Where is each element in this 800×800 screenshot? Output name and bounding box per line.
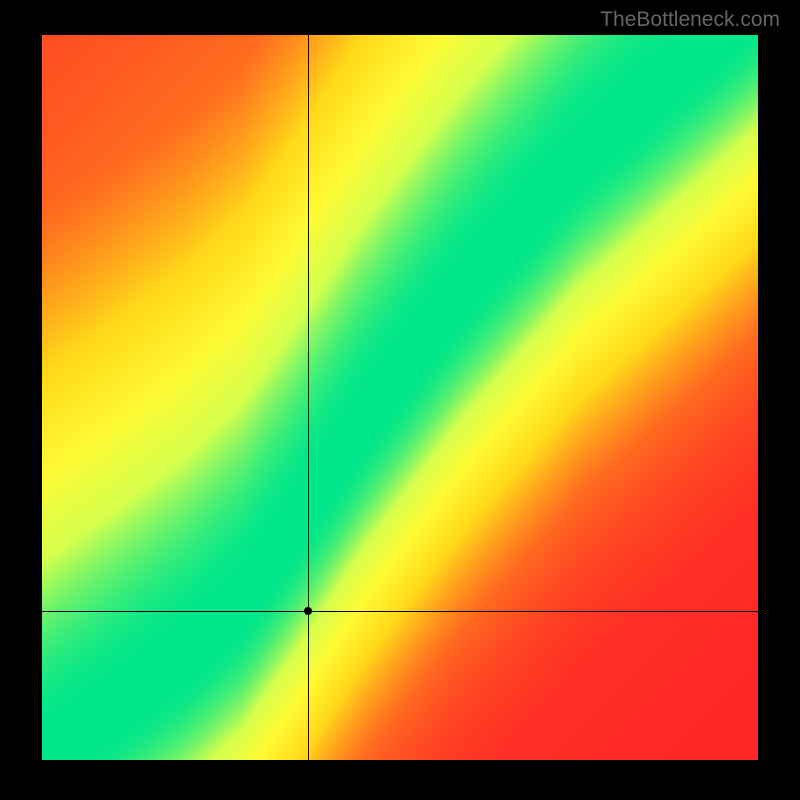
crosshair-marker-dot: [304, 607, 312, 615]
heatmap-plot-area: [42, 35, 758, 760]
heatmap-canvas: [42, 35, 758, 760]
crosshair-horizontal-line: [42, 611, 758, 612]
crosshair-vertical-line: [308, 35, 309, 760]
watermark-text: TheBottleneck.com: [600, 8, 780, 32]
